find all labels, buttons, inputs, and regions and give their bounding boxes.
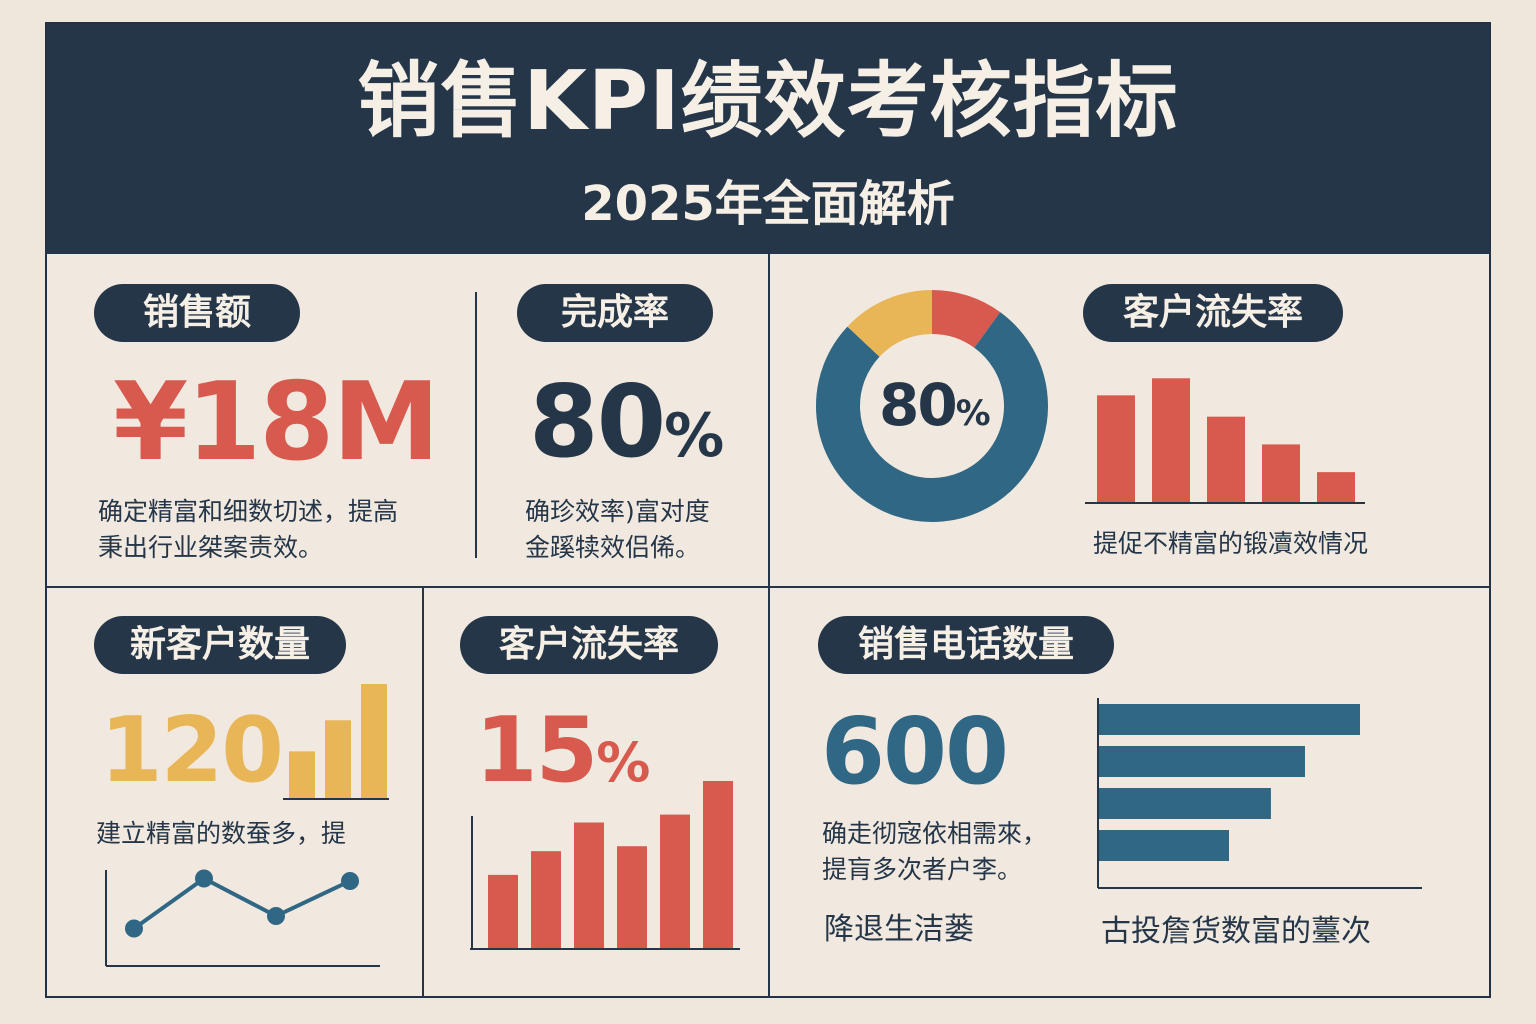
divider-middle-horizontal <box>47 586 1489 588</box>
churn-bottom-bar-4 <box>617 846 647 948</box>
calls-note-right: 古投詹货数富的薹次 <box>1101 914 1371 949</box>
completion-value: 80% <box>529 372 724 472</box>
donut-center-label: 80% <box>879 376 991 434</box>
line-chart-point-1 <box>125 919 143 938</box>
calls-hbar-1 <box>1098 704 1360 735</box>
divider-top-left-vertical <box>475 292 477 558</box>
divider-top-vertical <box>768 254 770 586</box>
new_customers_bars-bar-1 <box>289 751 315 798</box>
page-title: 销售KPI绩效考核指标 <box>357 54 1179 149</box>
line-chart-point-4 <box>341 872 359 890</box>
sales-value: ¥18M <box>113 360 440 485</box>
churn-bottom-unit: % <box>596 731 651 794</box>
churn-bottom-bar-1 <box>488 874 518 948</box>
churn-bottom-bar-chart <box>470 780 740 950</box>
completion-unit: % <box>664 401 725 471</box>
calls-horizontal-bar-chart <box>1097 698 1422 889</box>
donut-chart <box>816 290 1048 522</box>
sales-desc-line1: 确定精富和细数切述，提高 <box>98 497 399 526</box>
calls-note-left: 降退生洁蒌 <box>824 912 974 947</box>
churn-bottom-value: 15% <box>475 706 650 796</box>
churn_top_bars-bar-2 <box>1152 378 1190 502</box>
churn-top-bar-chart <box>1085 378 1365 504</box>
calls-desc-line2: 提肓多次者户李。 <box>822 855 1023 884</box>
line-chart-point-3 <box>267 907 285 925</box>
donut-slice-blue <box>816 312 1048 522</box>
churn-bottom-bar-5 <box>660 814 690 948</box>
calls-value: 600 <box>821 698 1009 805</box>
completion-desc-line2: 金蹊犊效侣俙。 <box>525 533 701 562</box>
sales-label-pill: 销售额 <box>94 284 300 342</box>
calls-hbar-3 <box>1098 788 1271 819</box>
new-customers-line-chart <box>105 869 380 967</box>
churn_top_bars-bar-3 <box>1207 416 1245 502</box>
page-subtitle: 2025年全面解析 <box>581 176 955 232</box>
new-customers-desc: 建立精富的数蚕多，提 <box>96 819 347 848</box>
donut-slice-red <box>931 290 1001 349</box>
new_customers_bars-bar-3 <box>361 684 387 798</box>
churn-bottom-bar-3 <box>574 822 604 948</box>
sales-desc-line2: 秉出行业桀案责效。 <box>98 533 324 562</box>
donut-center-number: 80 <box>879 371 958 439</box>
dashboard-frame: 销售KPI绩效考核指标 2025年全面解析 销售额 ¥18M 确定精富和细数切述… <box>45 22 1491 998</box>
churn-bottom-label-pill: 客户流失率 <box>460 616 718 674</box>
churn_top_bars-bar-1 <box>1097 395 1135 502</box>
header-banner: 销售KPI绩效考核指标 2025年全面解析 <box>47 24 1489 254</box>
divider-bottom-right-vertical <box>768 588 770 998</box>
churn_top_bars-bar-5 <box>1317 472 1355 502</box>
donut-center-unit: % <box>955 394 991 434</box>
calls-hbar-2 <box>1098 746 1305 777</box>
line-chart-point-2 <box>195 869 213 888</box>
completion-label-pill: 完成率 <box>517 284 713 342</box>
churn_top_bars-bar-4 <box>1262 444 1300 502</box>
line-chart-series <box>132 876 351 931</box>
completion-number: 80 <box>529 363 666 480</box>
completion-desc-line1: 确珍效率)富对度 <box>525 497 710 526</box>
churn-top-label-pill: 客户流失率 <box>1083 284 1343 342</box>
churn-bottom-bar-2 <box>531 851 561 948</box>
churn-top-desc: 提促不精富的锻凟效情况 <box>1093 529 1369 558</box>
new-customers-value: 120 <box>100 698 284 803</box>
calls-label-pill: 销售电话数量 <box>818 616 1114 674</box>
calls-hbar-4 <box>1098 830 1229 861</box>
calls-desc-line1: 确走彻宼依相需來， <box>822 819 1048 848</box>
new-customers-label-pill: 新客户数量 <box>94 616 346 674</box>
churn-bottom-bar-6 <box>703 780 733 948</box>
divider-bottom-left-vertical <box>422 588 424 998</box>
new-customers-bar-chart <box>283 684 389 800</box>
new_customers_bars-bar-2 <box>325 720 351 798</box>
churn-bottom-number: 15 <box>475 698 598 803</box>
donut-slice-yellow <box>847 290 933 358</box>
